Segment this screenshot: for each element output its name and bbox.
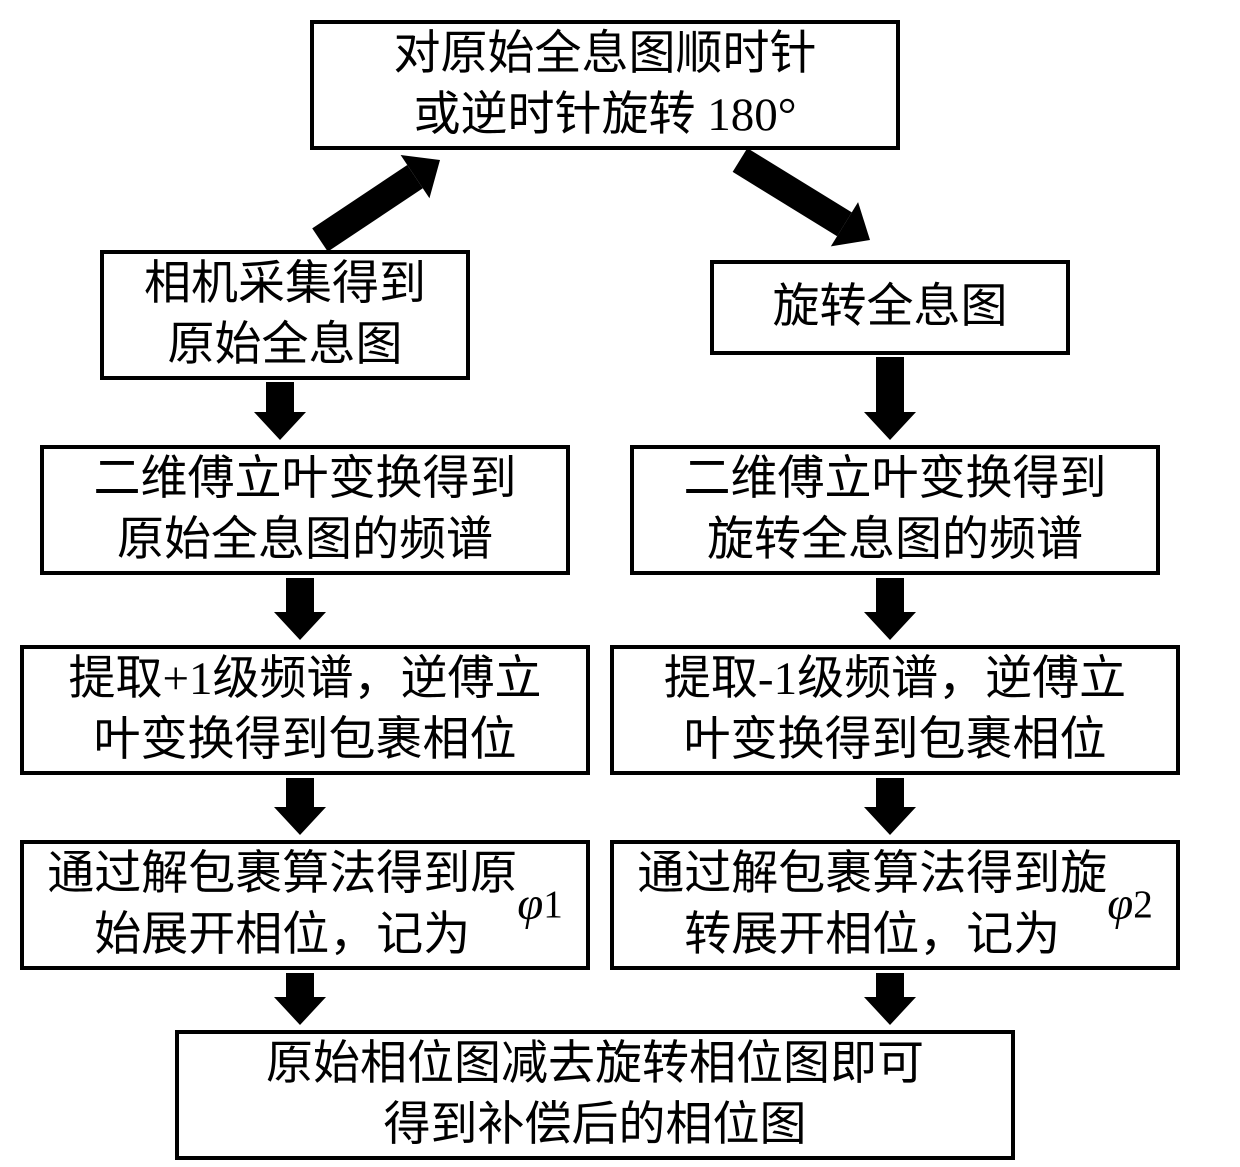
node-right-4: 通过解包裹算法得到旋转展开相位，记为φ2	[610, 840, 1180, 970]
node-right-1: 旋转全息图	[710, 260, 1070, 355]
node-right-2: 二维傅立叶变换得到旋转全息图的频谱	[630, 445, 1160, 575]
node-left-4: 通过解包裹算法得到原始展开相位，记为φ1	[20, 840, 590, 970]
node-left-1: 相机采集得到原始全息图	[100, 250, 470, 380]
node-right-3: 提取-1级频谱，逆傅立叶变换得到包裹相位	[610, 645, 1180, 775]
node-top: 对原始全息图顺时针或逆时针旋转 180°	[310, 20, 900, 150]
node-bottom: 原始相位图减去旋转相位图即可得到补偿后的相位图	[175, 1030, 1015, 1160]
node-left-2: 二维傅立叶变换得到原始全息图的频谱	[40, 445, 570, 575]
flowchart-arrows	[0, 0, 1240, 1167]
node-left-3: 提取+1级频谱，逆傅立叶变换得到包裹相位	[20, 645, 590, 775]
